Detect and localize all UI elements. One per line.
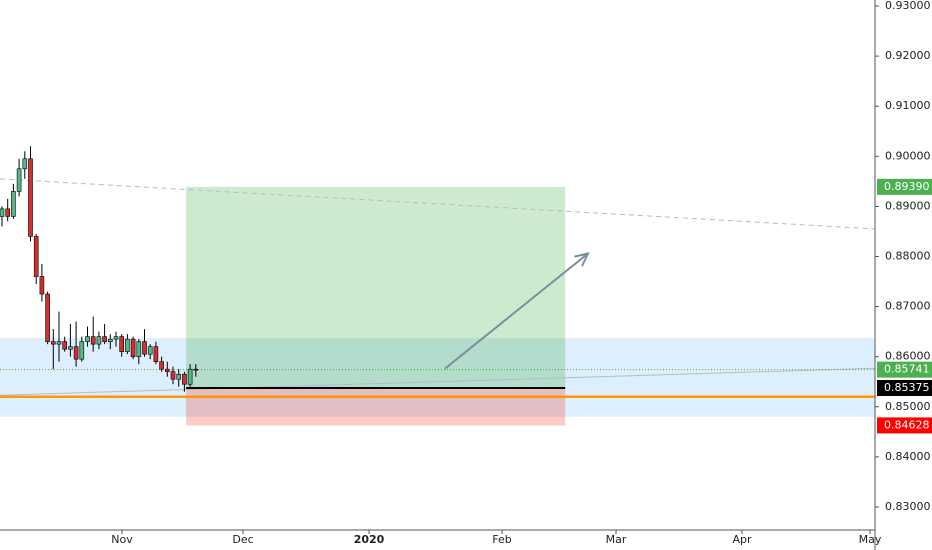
price-label-box (877, 417, 932, 434)
x-tick-label: 2020 (354, 533, 385, 546)
candle-body (113, 336, 119, 340)
candle-body (165, 368, 170, 373)
y-tick-label: 0.88000 (885, 249, 931, 262)
price-label-box (877, 361, 932, 378)
candle-body (79, 341, 85, 360)
candle-body (16, 168, 22, 192)
candle-body (5, 208, 10, 217)
x-tick-label: Apr (732, 533, 752, 546)
candle-body (193, 368, 199, 371)
candle-body (108, 338, 113, 342)
profit-zone (186, 186, 566, 388)
x-tick-label: Mar (606, 533, 627, 546)
y-tick-label: 0.85000 (885, 400, 931, 413)
y-tick-label: 0.90000 (885, 149, 931, 162)
candle-body (28, 158, 33, 237)
candle-body (50, 341, 56, 345)
y-tick-label: 0.87000 (885, 300, 931, 313)
candle-body (73, 346, 79, 360)
candle-body (68, 346, 73, 350)
y-tick-label: 0.91000 (885, 99, 931, 112)
candle-body (39, 276, 45, 295)
x-tick-label: Feb (492, 533, 511, 546)
candle-body (96, 336, 102, 345)
candle-body (187, 368, 193, 385)
candle-body (56, 341, 62, 345)
candle-body (45, 293, 50, 342)
candle-body (147, 346, 153, 355)
candle-body (176, 373, 182, 380)
y-tick-label: 0.84000 (885, 450, 931, 463)
y-tick-label: 0.86000 (885, 350, 931, 363)
price-label-box (877, 178, 932, 195)
loss-zone (186, 387, 566, 426)
candle-body (153, 346, 159, 362)
price-label: 0.89390 (884, 180, 930, 193)
candle-body (33, 236, 39, 277)
candle-body (125, 338, 130, 352)
price-label: 0.85375 (884, 381, 930, 394)
candle-body (85, 336, 90, 342)
candle-body (22, 158, 28, 170)
price-label-box (877, 379, 932, 396)
candle-body (0, 208, 5, 217)
x-tick-label: Nov (111, 533, 133, 546)
y-tick-label: 0.89000 (885, 199, 931, 212)
y-tick-label: 0.83000 (885, 500, 931, 513)
candle-body (170, 371, 176, 380)
arrow (444, 252, 589, 370)
y-tick-label: 0.92000 (885, 49, 931, 62)
candle-body (102, 336, 107, 342)
candle-body (11, 191, 16, 217)
candle-body (62, 341, 67, 350)
candle-body (182, 373, 187, 385)
candle-body (119, 336, 125, 352)
trend-line (0, 178, 876, 230)
x-tick-label: Dec (232, 533, 253, 546)
candle-body (90, 336, 96, 345)
price-label: 0.85741 (884, 363, 930, 376)
candle-body (159, 361, 164, 370)
candle-body (142, 341, 147, 355)
trend-line (0, 367, 876, 396)
candle-body (136, 341, 142, 357)
arrow-head (574, 252, 590, 267)
y-tick-label: 0.93000 (885, 0, 931, 12)
candle-body (130, 338, 136, 357)
price-label: 0.84628 (884, 418, 930, 431)
x-tick-label: May (859, 533, 882, 546)
